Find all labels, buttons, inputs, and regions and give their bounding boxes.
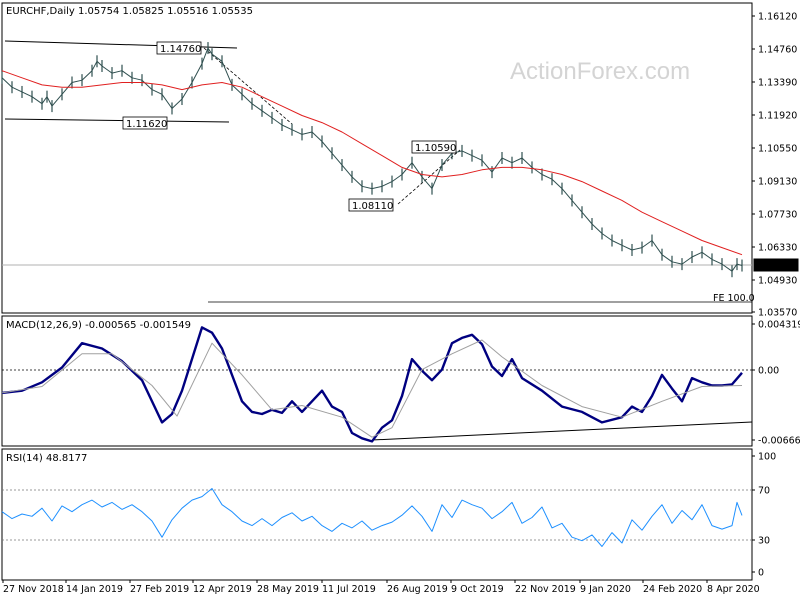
y-tick-label-price: 1.16120 <box>758 12 797 23</box>
upper-channel-line <box>4 40 238 49</box>
y-tick-label-rsi: 0 <box>758 568 764 579</box>
x-tick-label: 14 Jan 2019 <box>66 584 123 595</box>
macd-panel-title: MACD(12,26,9) -0.000565 -0.001549 <box>6 320 191 331</box>
dashed-projection-line <box>203 47 293 125</box>
price-series-price <box>1 47 743 272</box>
annotation-label: 1.14760 <box>160 44 201 55</box>
y-tick-label-price: 1.13390 <box>758 78 797 89</box>
y-tick-label-price: 1.07730 <box>758 210 797 221</box>
rsi-panel-title: RSI(14) 48.8177 <box>6 453 87 464</box>
price-panel-title: EURCHF,Daily 1.05754 1.05825 1.05516 1.0… <box>6 6 253 17</box>
current-price-label: 1.05535 <box>757 261 796 272</box>
x-tick-label: 22 Nov 2019 <box>515 584 576 595</box>
x-tick-label: 27 Feb 2019 <box>130 584 189 595</box>
y-tick-label-price: 1.11920 <box>758 111 797 122</box>
y-tick-label-macd: -0.006663 <box>758 436 800 447</box>
y-tick-label-price: 1.04930 <box>758 276 797 287</box>
y-tick-label-macd: 0.00 <box>758 366 779 377</box>
x-tick-label: 26 Aug 2019 <box>387 584 448 595</box>
x-tick-label: 9 Oct 2019 <box>451 584 504 595</box>
y-tick-label-rsi: 70 <box>758 486 770 497</box>
panel-frame-price <box>1 2 753 314</box>
macd-trend-line <box>371 421 753 441</box>
annotation-box <box>156 41 202 55</box>
x-tick-label: 28 May 2019 <box>257 584 319 595</box>
annotation-label: 1.08110 <box>352 201 393 212</box>
y-tick-label-macd: 0.004319 <box>758 320 800 331</box>
annotation-label: 1.10590 <box>415 143 456 154</box>
annotation-label: 1.11620 <box>126 119 167 130</box>
x-tick-label: 24 Feb 2020 <box>643 584 702 595</box>
panel-frame-rsi <box>1 448 753 581</box>
watermark-text: ActionForex.com <box>510 58 690 85</box>
x-tick-label: 9 Jan 2020 <box>580 584 631 595</box>
x-tick-label: 27 Nov 2018 <box>3 584 64 595</box>
current-price-tag <box>753 258 799 272</box>
price-series-ma <box>1 70 743 256</box>
fe-label: FE 100.0 <box>713 293 755 304</box>
macd-series-signal <box>1 339 743 438</box>
rsi-series-rsi <box>1 488 743 547</box>
x-tick-label: 12 Apr 2019 <box>193 584 252 595</box>
macd-series-macd <box>1 326 743 443</box>
annotation-box <box>411 140 457 154</box>
annotation-box <box>348 198 394 212</box>
y-tick-label-price: 1.09130 <box>758 177 797 188</box>
x-tick-label: 11 Jul 2019 <box>322 584 376 595</box>
annotation-box <box>122 116 168 130</box>
y-tick-label-price: 1.06330 <box>758 243 797 254</box>
x-tick-label: 8 Apr 2020 <box>707 584 760 595</box>
y-tick-label-price: 1.03570 <box>758 308 797 319</box>
y-tick-label-price: 1.10550 <box>758 144 797 155</box>
y-tick-label-price: 1.14760 <box>758 45 797 56</box>
y-tick-label-rsi: 30 <box>758 536 770 547</box>
y-tick-label-rsi: 100 <box>758 452 776 463</box>
panel-frame-macd <box>1 315 753 447</box>
lower-channel-line <box>4 118 230 123</box>
dashed-wave-line <box>397 149 461 205</box>
